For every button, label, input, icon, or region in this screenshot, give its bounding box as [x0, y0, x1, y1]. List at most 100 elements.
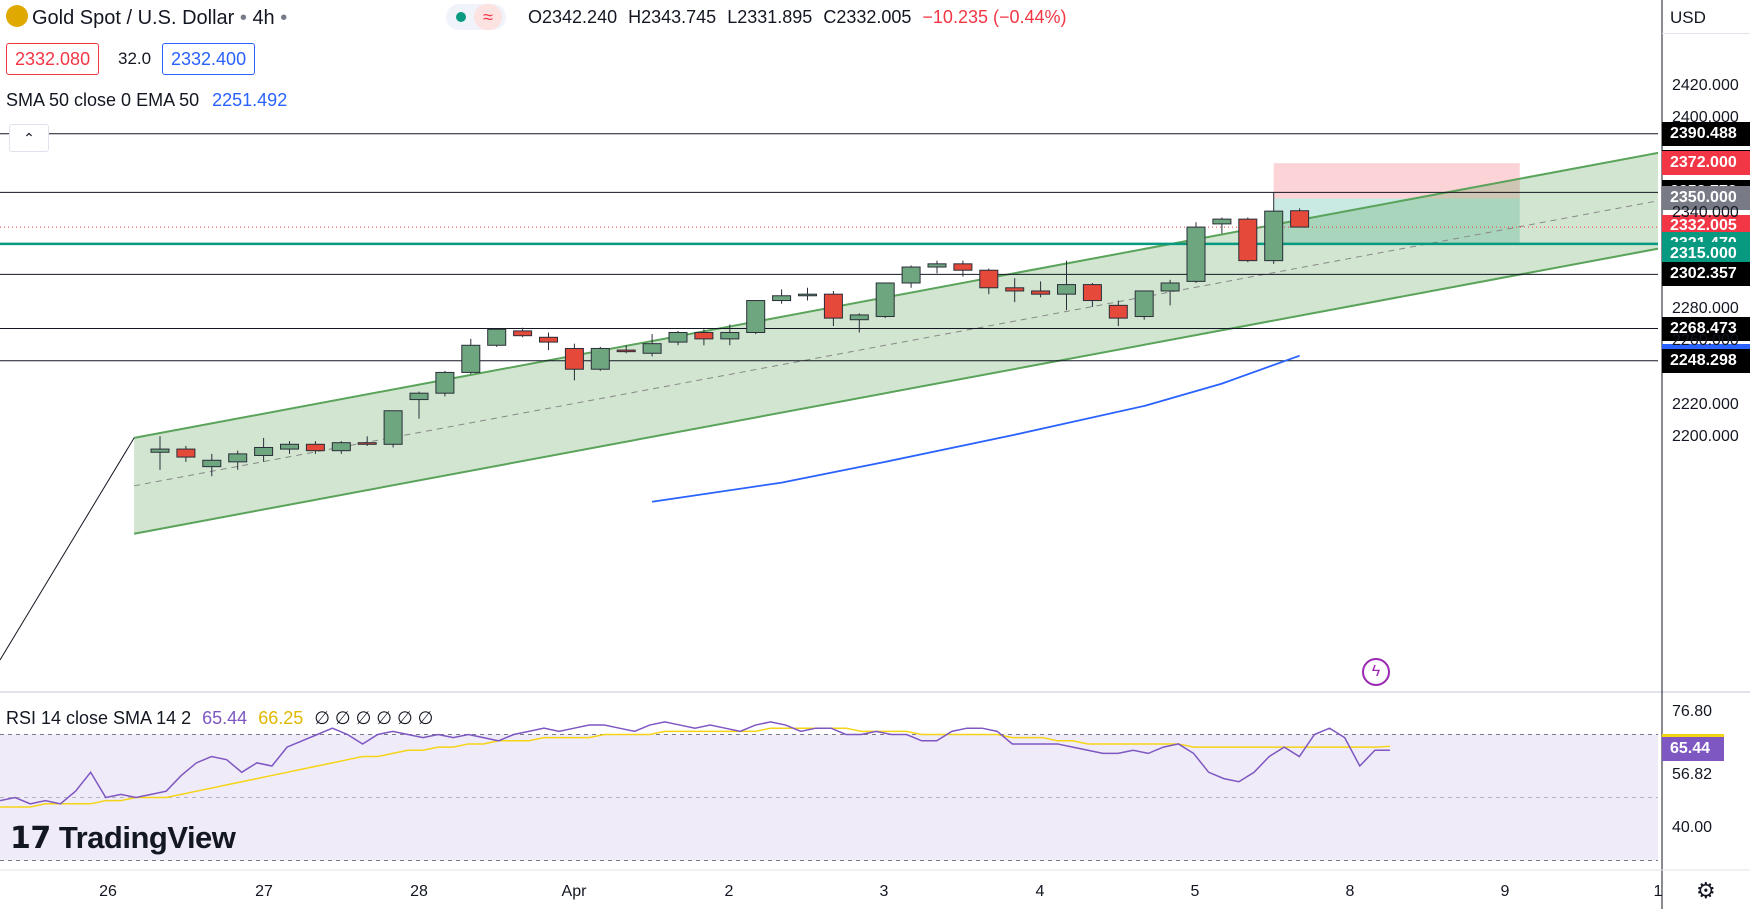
ema-legend[interactable]: SMA 50 close 0 EMA 50 2251.492	[6, 90, 287, 111]
candle	[1031, 281, 1051, 298]
candle	[254, 437, 274, 462]
candle	[487, 328, 507, 347]
candle	[1238, 217, 1258, 263]
time-tick: 5	[1190, 883, 1200, 900]
candle-body	[280, 443, 299, 450]
candle-body	[849, 314, 869, 321]
candle	[383, 410, 403, 448]
candle	[642, 334, 662, 357]
candle-body	[953, 263, 973, 271]
rsi-band	[0, 734, 1658, 861]
tradingview-logo: 𝟭𝟳 TradingView	[10, 820, 236, 856]
rsi-tick: 76.80	[1672, 703, 1713, 721]
candle	[953, 260, 973, 277]
rsi-pane	[0, 721, 1658, 861]
candle	[849, 313, 869, 333]
candle	[1186, 222, 1206, 283]
candle-body	[564, 347, 584, 370]
candle	[798, 287, 817, 301]
candle-body	[642, 343, 662, 354]
candle-body	[823, 293, 843, 319]
currency-selector[interactable]: USD	[1662, 2, 1750, 34]
rsi-sma-legend-value: 66.25	[258, 708, 304, 728]
collapse-legend-button[interactable]: ⌃	[9, 124, 49, 152]
candle	[668, 330, 688, 346]
candle-body	[1082, 284, 1102, 302]
candle	[616, 345, 636, 354]
price-level-label: 2390.488	[1662, 121, 1750, 146]
candle-body	[435, 371, 455, 394]
close-value: 2332.005	[836, 7, 912, 27]
change-value: −10.235 (−0.44%)	[922, 7, 1067, 27]
candle	[564, 343, 584, 381]
ema-legend-label: SMA 50 close 0 EMA 50	[6, 90, 200, 110]
candle	[331, 441, 351, 454]
candle	[720, 324, 740, 346]
time-tick: 3	[879, 883, 889, 900]
spread-value: 32.0	[118, 49, 152, 68]
price-tick: 2280.000	[1672, 300, 1739, 318]
channel-upper-line	[133, 151, 1658, 439]
candle-body	[720, 331, 740, 340]
rsi-tick: 40.00	[1672, 819, 1713, 836]
high-value: 2343.745	[641, 7, 717, 27]
candle	[1212, 217, 1232, 234]
symbol-title[interactable]: Gold Spot / U.S. Dollar • 4h •	[6, 5, 287, 30]
price-level-label: 2372.000	[1662, 151, 1750, 176]
candle	[1290, 208, 1310, 228]
candle	[1005, 278, 1025, 303]
candle-body	[357, 442, 377, 445]
price-level-label: 2248.298	[1662, 348, 1750, 373]
rsi-legend-value: 65.44	[202, 708, 248, 728]
time-tick: 1	[1653, 883, 1663, 900]
settings-gear-icon[interactable]: ⚙	[1696, 878, 1716, 903]
candle-body	[487, 328, 507, 346]
time-tick: 27	[255, 883, 273, 900]
price-tick: 2420.000	[1672, 76, 1739, 94]
trend-channel	[0, 151, 1658, 661]
candle-body	[461, 344, 481, 373]
ema-legend-value: 2251.492	[212, 90, 288, 110]
candle-body	[798, 293, 817, 297]
candle	[150, 436, 170, 470]
price-tick: 2200.000	[1672, 427, 1739, 445]
ema-line	[651, 354, 1300, 503]
lightning-icon[interactable]: ϟ	[1362, 658, 1390, 686]
candle	[176, 445, 196, 462]
candle-body	[1238, 218, 1258, 262]
candle	[305, 441, 325, 454]
rsi-line	[0, 721, 1390, 805]
candle-body	[901, 266, 921, 284]
candle-body	[1057, 284, 1076, 295]
candle	[979, 268, 999, 295]
candle	[1160, 279, 1180, 306]
price-level-label: 2315.000	[1662, 242, 1750, 267]
candle-body	[1134, 290, 1154, 318]
candle	[513, 327, 533, 338]
logo-text: TradingView	[58, 820, 236, 855]
candle-body	[1264, 210, 1284, 262]
channel-lower-line	[133, 247, 1658, 535]
sell-button[interactable]: 2332.080	[6, 43, 100, 75]
position-tool	[1273, 163, 1520, 244]
candle-body	[513, 330, 533, 337]
price-level-label: 2350.000	[1662, 186, 1750, 211]
candle-body	[383, 410, 403, 445]
candle-body	[202, 459, 222, 468]
market-status[interactable]: ≈	[446, 4, 506, 30]
candle-body	[254, 446, 274, 456]
ohlc-readout: O2342.240 H2343.745 L2331.895 C2332.005 …	[528, 7, 1067, 27]
candle	[357, 436, 377, 446]
rsi-tick: 56.82	[1672, 766, 1713, 784]
candle-body	[668, 331, 688, 343]
candle	[746, 300, 766, 335]
candle	[1264, 192, 1284, 264]
candles	[150, 192, 1310, 477]
symbol-name: Gold Spot / U.S. Dollar	[32, 7, 235, 29]
time-tick: 8	[1345, 883, 1355, 900]
rsi-legend[interactable]: RSI 14 close SMA 14 2 65.44 66.25 ∅ ∅ ∅ …	[6, 708, 433, 729]
time-tick: Apr	[561, 883, 587, 900]
price-level-label: 2268.473	[1662, 316, 1750, 341]
buy-button[interactable]: 2332.400	[162, 43, 256, 75]
